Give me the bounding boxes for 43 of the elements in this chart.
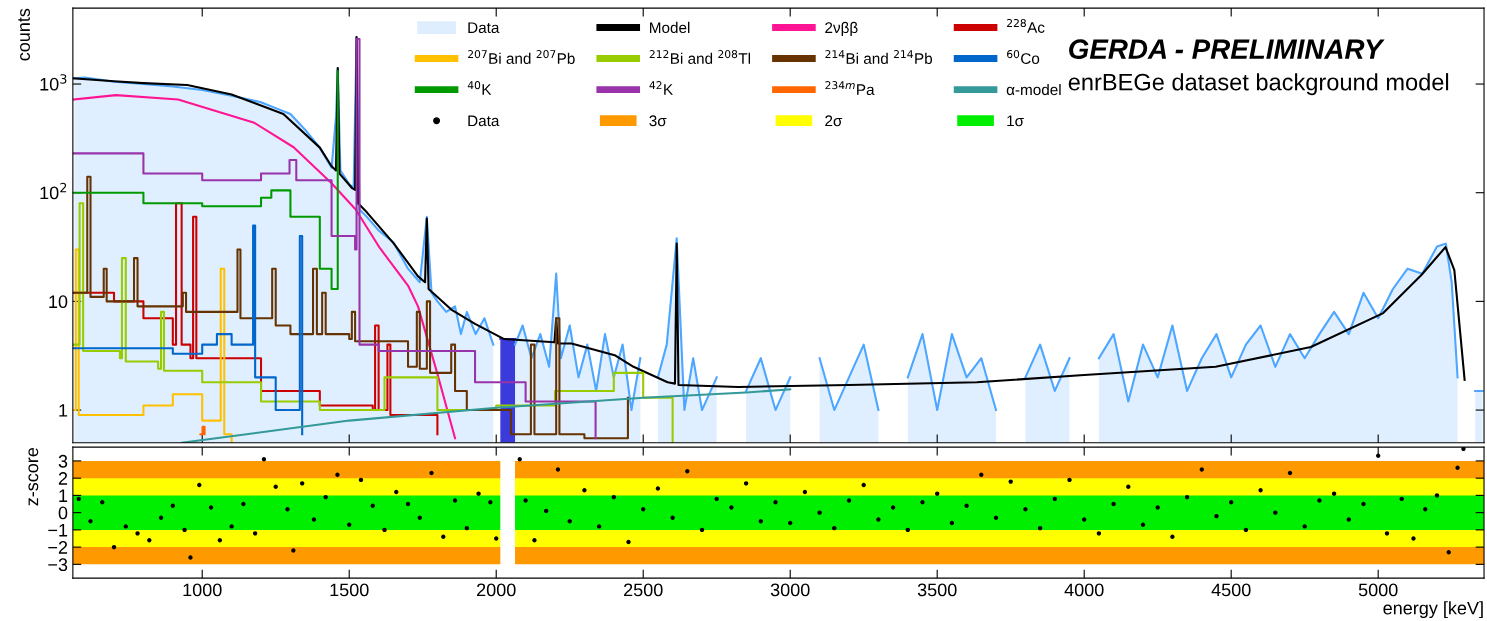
y-tick-label: 3 <box>58 454 68 468</box>
legend-label: $^{42}$K <box>649 81 673 95</box>
y-axis-title: z-score <box>28 447 39 506</box>
line-series <box>72 94 457 440</box>
y-tick-label: 1 <box>59 404 68 417</box>
annotation: GERDA - PRELIMINARY <box>1069 39 1385 59</box>
x-tick-label: 4500 <box>1211 583 1251 597</box>
x-tick-label: 1000 <box>183 583 222 597</box>
y-axis-title: counts <box>18 8 30 61</box>
line-series <box>180 388 792 443</box>
legend-label: Data <box>468 22 500 34</box>
legend-label: $^{214}$Bi and $^{214}$Pb <box>825 50 933 64</box>
x-tick-label: 4000 <box>1064 583 1104 597</box>
legend-label: $^{212}$Bi and $^{208}$Tl <box>649 50 750 64</box>
legend-label: $^{228}$Ac <box>1007 18 1045 33</box>
x-tick-label: 2000 <box>477 583 516 597</box>
y-tick-label: −3 <box>48 558 68 572</box>
legend-label: α-model <box>1006 83 1061 96</box>
x-tick-label: 2500 <box>624 583 663 597</box>
y-tick-label: 0 <box>58 506 68 520</box>
x-tick-label: 3000 <box>770 583 810 597</box>
x-axis-title: energy [keV] <box>1383 601 1483 619</box>
y-tick-label: 2 <box>58 472 68 485</box>
annotation: enrBEGe dataset background model <box>1068 73 1449 96</box>
x-tick-label: 1500 <box>330 583 369 597</box>
y-tick-label: −1 <box>48 524 68 537</box>
legend-label: $^{60}$Co <box>1007 50 1040 64</box>
y-tick-label: 1 <box>59 489 68 502</box>
y-tick-label: 10$^{3}$ <box>40 74 67 91</box>
y-tick-label: 10 <box>49 295 68 309</box>
legend-label: 1σ <box>1007 115 1024 127</box>
legend-label: $^{234m}$Pa <box>825 81 875 96</box>
legend-label: Data <box>468 115 500 127</box>
legend-label: Model <box>650 21 690 34</box>
x-tick-label: 5000 <box>1358 583 1398 597</box>
x-tick-label: 3500 <box>917 583 957 597</box>
y-tick-label: 10$^{2}$ <box>40 182 67 200</box>
legend-label: 2σ <box>825 115 843 127</box>
y-tick-label: −2 <box>48 541 68 554</box>
legend-label: $^{207}$Bi and $^{207}$Pb <box>468 50 575 64</box>
legend-label: $^{40}$K <box>467 81 492 95</box>
legend-label: 2νββ <box>825 21 858 37</box>
legend-label: 3σ <box>649 115 667 127</box>
